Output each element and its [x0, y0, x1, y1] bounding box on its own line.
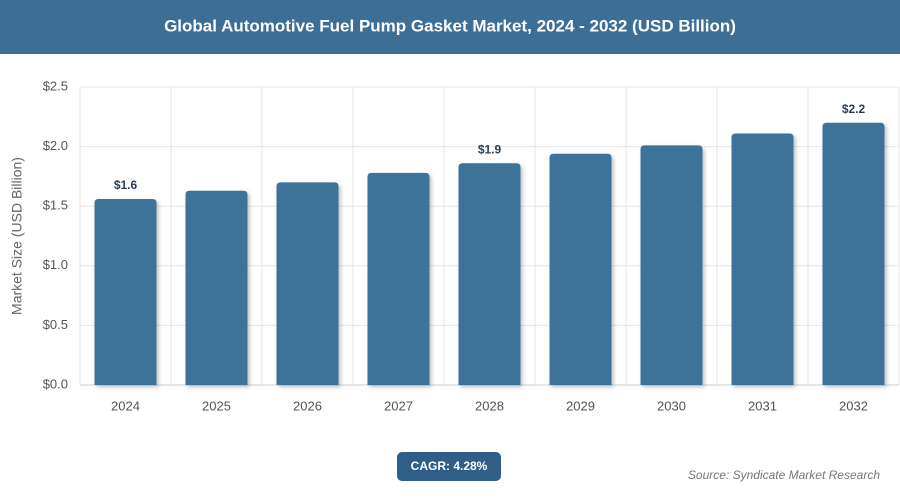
bar: [822, 122, 885, 385]
chart-title: Global Automotive Fuel Pump Gasket Marke…: [164, 16, 736, 35]
x-tick-label: 2032: [839, 398, 868, 413]
x-tick-label: 2029: [566, 398, 595, 413]
value-label: $1.6: [114, 178, 138, 192]
x-tick-label: 2025: [202, 398, 231, 413]
bar: [367, 172, 430, 385]
x-tick-label: 2028: [475, 398, 504, 413]
y-tick-label: $2.0: [43, 138, 68, 153]
x-tick-label: 2027: [384, 398, 413, 413]
y-tick-label: $0.5: [43, 317, 68, 332]
plot-area: $0.0 $0.5 $1.0 $1.5 $2.0 $2.5 2024 $1.6 2025 2026…: [43, 78, 900, 413]
bar: [94, 199, 157, 385]
header-bar: [0, 0, 900, 54]
x-tick-label: 2024: [111, 398, 140, 413]
source-note: Source: Syndicate Market Research: [688, 468, 880, 482]
value-label: $1.9: [478, 142, 502, 156]
cagr-label: CAGR: 4.28%: [411, 459, 488, 473]
bar: [185, 190, 248, 385]
y-tick-label: $2.5: [43, 78, 68, 93]
y-tick-label: $1.0: [43, 257, 68, 272]
y-tick-label: $1.5: [43, 198, 68, 213]
bar: [276, 182, 339, 385]
bar: [640, 145, 703, 385]
y-tick-label: $0.0: [43, 376, 68, 391]
bar: [731, 133, 794, 385]
cagr-badge: [397, 452, 501, 481]
value-label: $2.2: [842, 102, 866, 116]
bar: [458, 163, 521, 385]
x-tick-label: 2026: [293, 398, 322, 413]
bar: [549, 153, 612, 385]
y-axis-label: Market Size (USD Billion): [9, 157, 25, 315]
x-tick-label: 2030: [657, 398, 686, 413]
x-tick-label: 2031: [748, 398, 777, 413]
